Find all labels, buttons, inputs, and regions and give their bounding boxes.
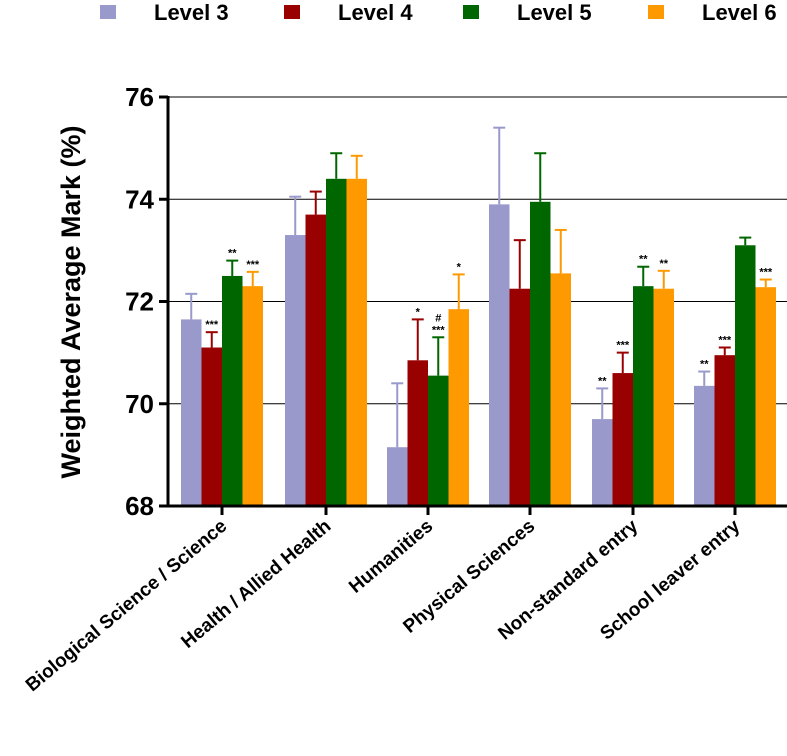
bar-level-3-1 [285, 235, 306, 506]
significance-mark: *** [759, 267, 773, 279]
bars [181, 178, 776, 507]
bar-level-3-0 [181, 319, 202, 506]
significance-mark: *** [205, 319, 219, 331]
bar-level-4-0 [201, 347, 222, 506]
y-tick-label-68: 68 [125, 491, 154, 521]
significance-mark: *** [616, 340, 630, 352]
bar-level-6-5 [755, 287, 776, 506]
significance-mark: ** [598, 375, 607, 387]
bar-level-5-1 [326, 178, 347, 507]
significance-mark: ** [228, 248, 237, 260]
significance-mark: *** [718, 335, 732, 347]
significance-mark: *** [246, 259, 260, 271]
y-axis-label: Weighted Average Mark (%) [56, 125, 86, 478]
y-tick-label-76: 76 [125, 82, 154, 112]
bar-level-5-2 [428, 375, 449, 506]
bar-level-6-1 [346, 178, 367, 507]
y-tick-labels: 68 70 72 74 76 [125, 82, 154, 521]
legend-swatch-6 [648, 5, 664, 19]
significance-mark: * [416, 306, 421, 318]
error-bars [185, 126, 772, 448]
significance-mark: *** [432, 324, 446, 336]
bar-level-3-5 [694, 385, 715, 506]
x-category-label-2: Humanities [345, 516, 437, 598]
y-tick-label-74: 74 [125, 184, 154, 214]
axes [159, 95, 787, 515]
significance-annotations: *********** ********#***** * ***** [205, 248, 773, 388]
bar-level-4-5 [714, 355, 735, 506]
significance-mark: ** [700, 359, 709, 371]
bar-level-5-0 [222, 275, 243, 506]
significance-mark: ** [659, 258, 668, 270]
bar-level-6-0 [242, 286, 263, 506]
legend-swatch-3 [100, 5, 116, 19]
bar-level-3-4 [592, 419, 613, 506]
significance-mark: ** [639, 254, 648, 266]
y-tick-label-72: 72 [125, 287, 154, 317]
bar-level-6-4 [653, 288, 674, 506]
bar-level-6-2 [448, 309, 469, 506]
legend-label-5: Level 5 [517, 0, 592, 25]
bar-level-4-3 [509, 288, 530, 506]
bar-level-5-5 [735, 245, 756, 506]
legend: Level 3 Level 4 Level 5 Level 6 [100, 0, 777, 25]
bar-level-5-4 [633, 286, 654, 506]
legend-label-4: Level 4 [338, 0, 413, 25]
grid-lines [168, 96, 787, 405]
bar-level-4-4 [612, 373, 633, 506]
legend-swatch-4 [284, 5, 300, 19]
bar-level-3-2 [387, 447, 408, 506]
y-tick-label-70: 70 [125, 389, 154, 419]
significance-mark: * [457, 261, 462, 273]
legend-swatch-5 [463, 5, 479, 19]
bar-level-3-3 [489, 204, 510, 507]
significance-mark: # [435, 312, 441, 324]
bar-level-4-2 [407, 360, 428, 506]
bar-level-4-1 [305, 214, 326, 506]
legend-label-6: Level 6 [702, 0, 777, 25]
x-category-label-0: Biological Science / Science [22, 516, 231, 696]
bar-level-5-3 [530, 201, 551, 506]
legend-label-3: Level 3 [154, 0, 229, 25]
bar-level-6-3 [550, 273, 571, 506]
